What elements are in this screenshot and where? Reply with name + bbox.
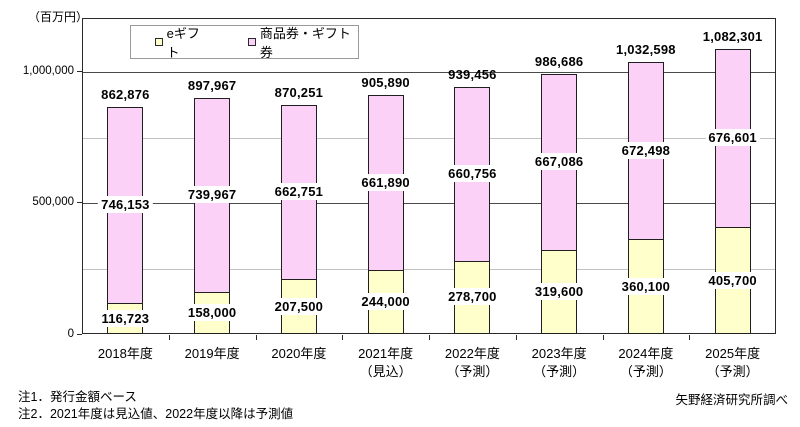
legend-marker-voucher: [248, 38, 256, 46]
gridline-minor: [83, 269, 775, 271]
x-axis-label: 2023年度: [531, 346, 587, 361]
footnote-2: 注2．2021年度は見込値、2022年度以降は予測値: [18, 407, 294, 421]
gridline-major: [83, 71, 775, 73]
gridline-major: [83, 203, 775, 205]
voucher-value-label: 739,967: [184, 185, 240, 203]
total-value-label: 862,876: [101, 86, 150, 102]
voucher-value-label: 676,601: [705, 129, 760, 147]
gridline-minor: [83, 137, 775, 139]
x-axis-label: 2024年度: [618, 346, 674, 361]
egift-value-label: 116,723: [98, 309, 153, 327]
voucher-value-label: 672,498: [618, 141, 674, 159]
x-axis-tick: [429, 335, 430, 340]
x-axis-tick: [689, 335, 691, 340]
source-credit: 矢野経済研究所調べ: [675, 393, 788, 407]
x-axis-label: 2021年度: [358, 346, 414, 361]
legend-label-egift: eギフト: [166, 26, 200, 60]
legend-label-voucher: 商品券・ギフト券: [259, 26, 351, 60]
x-axis-sublabel: （予測）: [619, 364, 672, 379]
legend-marker-egift: [155, 38, 163, 46]
total-value-label: 1,032,598: [616, 42, 676, 58]
egift-value-label: 244,000: [358, 292, 413, 310]
legend-item-egift: eギフト: [155, 23, 210, 61]
x-axis-label: 2020年度: [271, 346, 327, 361]
x-axis-label: 2022年度: [444, 346, 500, 361]
x-axis-tick: [168, 335, 170, 340]
egift-value-label: 319,600: [531, 282, 587, 300]
y-axis-tick: [77, 70, 82, 72]
legend: eギフト 商品券・ギフト券: [130, 23, 359, 61]
egift-value-label: 207,500: [271, 297, 327, 315]
voucher-value-label: 661,890: [358, 173, 413, 191]
x-axis-label: 2025年度: [705, 346, 761, 361]
egift-value-label: 360,100: [618, 277, 674, 295]
y-axis-tick-label: 1,000,000: [22, 64, 74, 77]
footnotes: 注1．発行金額ベース 注2．2021年度は見込値、2022年度以降は予測値: [18, 389, 293, 423]
x-axis-sublabel: （予測）: [533, 364, 586, 379]
total-value-label: 897,967: [187, 77, 237, 93]
x-axis-tick: [342, 335, 344, 340]
x-axis-label: 2019年度: [184, 346, 240, 361]
footnote-1: 注1．発行金額ベース: [18, 390, 137, 404]
x-axis-label: 2018年度: [97, 346, 153, 361]
y-axis-unit-label: （百万円）: [28, 10, 89, 24]
total-value-label: 1,082,301: [702, 28, 763, 44]
egift-value-label: 405,700: [705, 271, 760, 289]
x-axis-tick: [255, 335, 257, 340]
voucher-value-label: 667,086: [531, 153, 587, 170]
x-axis-sublabel: （見込）: [359, 364, 412, 379]
y-axis-tick-label: 0: [67, 328, 74, 340]
y-axis-tick: [77, 202, 82, 204]
voucher-value-label: 660,756: [445, 164, 500, 182]
x-axis-tick: [515, 335, 517, 340]
x-axis-tick: [602, 335, 604, 340]
x-axis-sublabel: （予測）: [706, 364, 759, 379]
y-axis-tick: [77, 334, 82, 335]
x-axis-sublabel: （予測）: [446, 364, 499, 379]
total-value-label: 939,456: [448, 66, 497, 82]
total-value-label: 905,890: [361, 75, 410, 91]
legend-item-voucher: 商品券・ギフト券: [248, 23, 358, 61]
total-value-label: 870,251: [274, 84, 324, 100]
voucher-value-label: 746,153: [98, 196, 153, 214]
total-value-label: 986,686: [534, 54, 584, 70]
egift-value-label: 278,700: [445, 288, 500, 306]
voucher-value-label: 662,751: [271, 183, 327, 201]
y-axis-tick-label: 500,000: [32, 196, 74, 209]
egift-value-label: 158,000: [184, 304, 240, 322]
